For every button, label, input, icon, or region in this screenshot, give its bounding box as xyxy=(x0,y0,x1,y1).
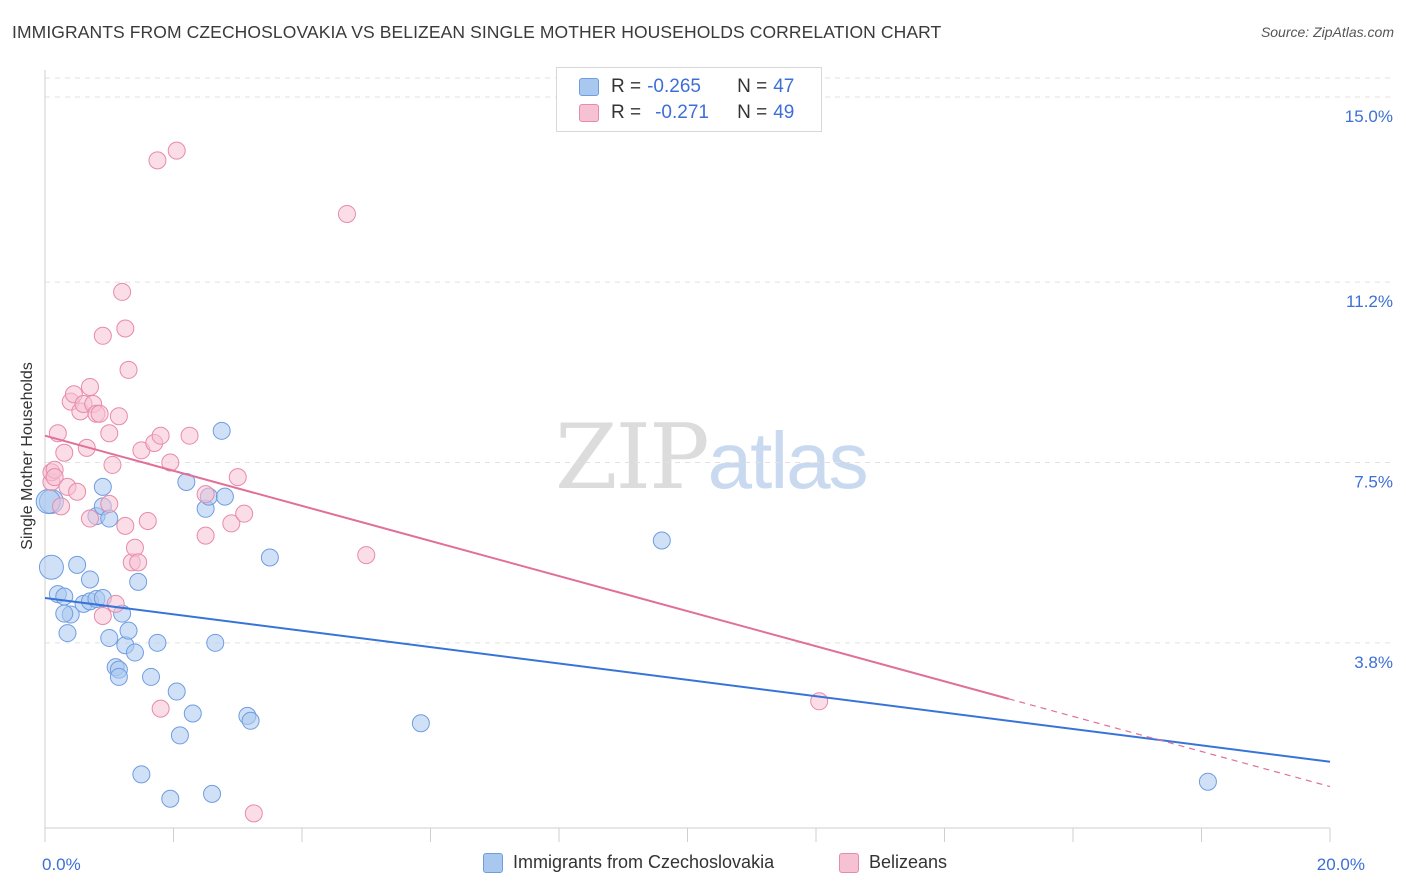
belizean-point xyxy=(196,485,215,504)
czech-point xyxy=(260,548,279,567)
belizean-point xyxy=(357,546,376,565)
chart-title: IMMIGRANTS FROM CZECHOSLOVAKIA VS BELIZE… xyxy=(12,22,942,42)
belizean-point xyxy=(106,594,125,613)
belizean-point xyxy=(337,204,356,223)
legend-swatch-czech xyxy=(483,852,503,873)
czech-point xyxy=(119,621,138,640)
czech-point xyxy=(1198,772,1217,791)
legend-label-czech: Immigrants from Czechoslovakia xyxy=(513,852,775,872)
belizean-point xyxy=(228,468,247,487)
r-label: R = xyxy=(611,76,642,97)
czech-point xyxy=(652,531,671,550)
belizean-point xyxy=(100,424,119,443)
belizean-point xyxy=(222,514,241,533)
czech-trend-line xyxy=(44,596,1331,763)
belizean-point xyxy=(196,526,215,545)
belizean-point xyxy=(100,494,119,513)
czech-swatch xyxy=(579,78,599,96)
y-tick-label: 7.5% xyxy=(1354,473,1393,492)
belizean-point xyxy=(93,326,112,345)
czech-point xyxy=(212,421,231,440)
belizean-point xyxy=(125,538,144,557)
belizean-point xyxy=(129,553,148,572)
r-value: -0.271 xyxy=(655,102,709,123)
belizean-point xyxy=(244,804,263,823)
belizean-point xyxy=(109,407,128,426)
czech-point xyxy=(206,633,225,652)
czech-point xyxy=(55,587,74,606)
belizean-point xyxy=(116,516,135,535)
source-label: Source: ZipAtlas.com xyxy=(1260,24,1394,40)
czech-point xyxy=(411,714,430,733)
czech-point xyxy=(80,570,99,589)
n-label: N = xyxy=(737,102,768,123)
belizean-point xyxy=(68,482,87,501)
x-tick-label: 0.0% xyxy=(42,855,81,874)
czech-point xyxy=(68,555,87,574)
czech-point xyxy=(170,726,189,745)
stats-legend-row-czech: R = -0.265 N = 47 xyxy=(579,75,794,99)
series-legend: Immigrants from Czechoslovakia Belizeans xyxy=(0,852,1406,878)
belizean-point xyxy=(151,426,170,445)
czech-point xyxy=(142,667,161,686)
belizean-trend-line xyxy=(44,434,1010,700)
czech-point xyxy=(241,711,260,730)
y-tick-label: 15.0% xyxy=(1345,107,1393,126)
belizean-point xyxy=(52,497,71,516)
y-tick-label: 11.2% xyxy=(1346,292,1393,311)
legend-item-belizean[interactable]: Belizeans xyxy=(839,852,947,873)
belizean-point xyxy=(116,319,135,338)
belizean-swatch xyxy=(579,104,599,122)
y-tick-label: 3.8% xyxy=(1354,653,1393,672)
belizean-point xyxy=(161,453,180,472)
r-value: -0.265 xyxy=(647,76,701,97)
stats-legend: R = -0.265 N = 47 R = -0.271 N = 49 xyxy=(556,67,822,132)
czech-point xyxy=(55,604,74,623)
r-label: R = xyxy=(611,102,642,123)
belizean-point xyxy=(55,443,74,462)
czech-point xyxy=(109,667,128,686)
czech-point xyxy=(132,765,151,784)
czech-point xyxy=(183,704,202,723)
legend-item-czech[interactable]: Immigrants from Czechoslovakia xyxy=(483,852,774,873)
belizean-trend-extension xyxy=(1008,698,1331,788)
czech-point xyxy=(167,682,186,701)
belizean-point xyxy=(180,426,199,445)
watermark-atlas: atlas xyxy=(707,416,869,505)
czech-point xyxy=(125,643,144,662)
belizean-point xyxy=(138,511,157,530)
czech-point xyxy=(58,624,77,643)
n-label: N = xyxy=(737,76,768,97)
belizean-point xyxy=(90,404,109,423)
belizean-point xyxy=(80,509,99,528)
belizean-point xyxy=(151,699,170,718)
czech-point xyxy=(93,477,112,496)
n-value: 47 xyxy=(773,76,795,97)
belizean-point xyxy=(119,360,138,379)
czech-point xyxy=(161,789,180,808)
stats-legend-row-belizean: R = -0.271 N = 49 xyxy=(579,101,794,125)
czech-point xyxy=(129,572,148,591)
watermark-zip: ZIP xyxy=(555,405,710,510)
n-value: 49 xyxy=(773,102,795,123)
legend-swatch-belizean xyxy=(839,852,859,873)
czech-point xyxy=(203,784,222,803)
belizean-point xyxy=(80,377,99,396)
legend-label-belizean: Belizeans xyxy=(869,852,948,872)
belizean-point xyxy=(93,607,112,626)
czech-point xyxy=(38,554,64,580)
belizean-point xyxy=(45,468,64,487)
belizean-point xyxy=(167,141,186,160)
czech-point xyxy=(215,487,234,506)
belizean-point xyxy=(235,504,254,523)
belizean-point xyxy=(113,282,132,301)
watermark: ZIPatlas xyxy=(555,405,869,510)
belizean-point xyxy=(148,151,167,170)
x-tick-label: 20.0% xyxy=(1317,855,1365,874)
belizean-point xyxy=(103,455,122,474)
czech-point xyxy=(148,633,167,652)
czech-point xyxy=(100,628,119,647)
